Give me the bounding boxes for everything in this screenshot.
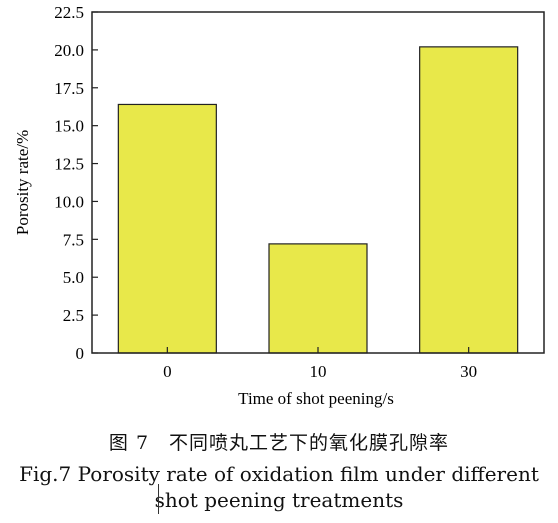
y-tick-label: 2.5 — [63, 306, 84, 325]
y-tick-label: 20.0 — [54, 41, 84, 60]
bars — [117, 46, 519, 354]
figure-caption-english-line1: Fig.7 Porosity rate of oxidation film un… — [19, 462, 539, 486]
y-axis-label: Porosity rate/% — [13, 130, 32, 235]
y-tick-label: 15.0 — [54, 117, 84, 136]
x-axis-ticks: 0 10 30 — [163, 347, 477, 381]
y-tick-label: 0 — [76, 344, 85, 363]
bar-0 — [117, 103, 217, 354]
figure-caption-english-line2: shot peening treatments — [154, 488, 404, 512]
x-tick-label: 0 — [163, 362, 172, 381]
x-axis-label: Time of shot peening/s — [238, 389, 394, 408]
plot-frame — [91, 11, 545, 354]
figure-caption-chinese: 图 7 不同喷丸工艺下的氧化膜孔隙率 — [108, 432, 450, 454]
y-tick-label: 10.0 — [54, 192, 84, 211]
y-tick-label: 22.5 — [54, 3, 84, 22]
x-tick-label: 30 — [460, 362, 477, 381]
bar-30 — [419, 46, 519, 354]
y-tick-label: 7.5 — [63, 230, 84, 249]
bar-10 — [268, 243, 368, 354]
text-cursor — [158, 484, 159, 514]
bar-chart: 0 2.5 5.0 7.5 10.0 12.5 15.0 17.5 20.0 22.5 0 10 30… — [13, 3, 545, 408]
y-tick-label: 12.5 — [54, 155, 84, 174]
y-tick-label: 5.0 — [63, 268, 84, 287]
y-tick-label: 17.5 — [54, 79, 84, 98]
x-tick-label: 10 — [310, 362, 327, 381]
